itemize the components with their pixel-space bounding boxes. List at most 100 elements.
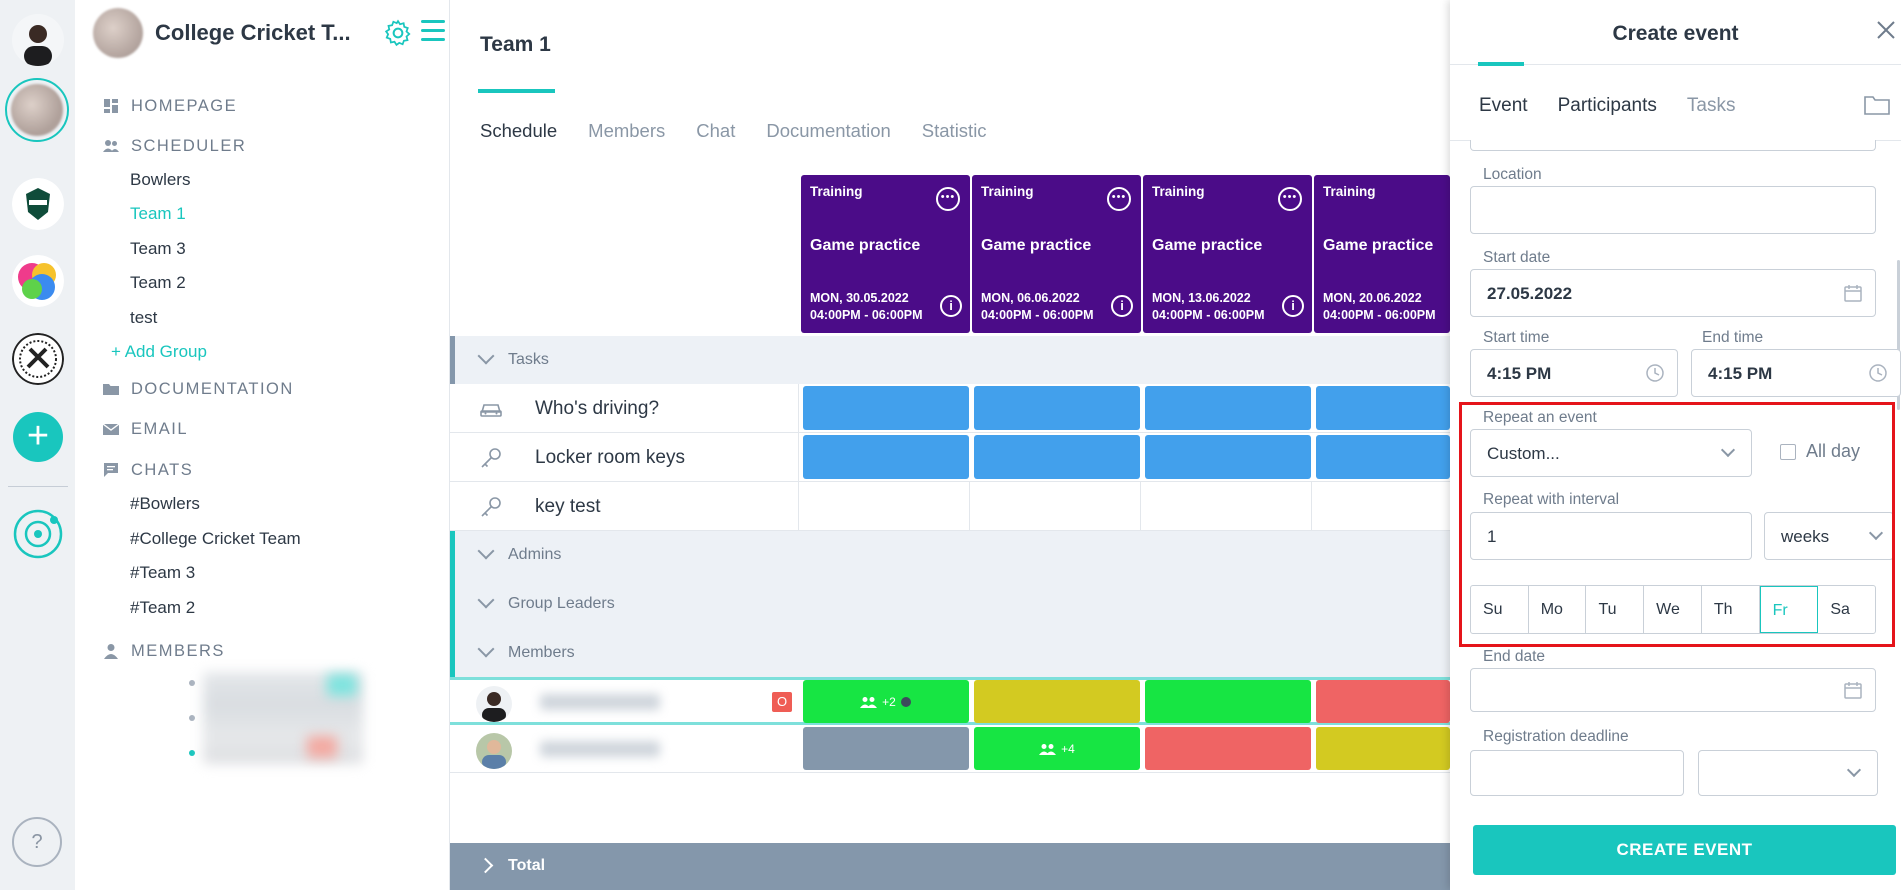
deadline-date-input[interactable]	[1470, 750, 1684, 796]
dashboard-icon	[104, 99, 118, 113]
attendance-cell[interactable]	[1145, 727, 1311, 770]
start-time-input[interactable]: 4:15 PM	[1470, 349, 1678, 397]
attendance-cell[interactable]	[974, 680, 1140, 723]
group-avatar-emblem[interactable]	[12, 333, 64, 385]
tab-members[interactable]: Members	[588, 120, 666, 141]
task-row[interactable]: Locker room keys	[450, 433, 1450, 482]
attendance-cell[interactable]	[803, 727, 969, 770]
chat-item-team-2[interactable]: #Team 2	[130, 598, 196, 617]
end-time-input[interactable]: 4:15 PM	[1691, 349, 1901, 397]
folder-icon[interactable]	[1864, 95, 1890, 115]
nav-documentation[interactable]: DOCUMENTATION	[103, 377, 294, 401]
scrollbar[interactable]	[1897, 260, 1900, 410]
info-icon[interactable]: i	[940, 295, 962, 317]
target-icon[interactable]	[12, 508, 64, 560]
chevron-down-icon[interactable]	[477, 542, 495, 560]
nav-scheduler[interactable]: SCHEDULER	[103, 134, 246, 158]
attendance-cell[interactable]: +4	[974, 727, 1140, 770]
status-badge: O	[772, 692, 792, 712]
hamburger-menu-icon[interactable]	[421, 20, 445, 44]
tab-documentation[interactable]: Documentation	[766, 120, 891, 141]
tab-event[interactable]: Event	[1479, 95, 1528, 116]
event-card[interactable]: Training ••• Game practice MON, 06.06.20…	[972, 175, 1141, 333]
scheduler-item-team-1[interactable]: Team 1	[130, 204, 186, 223]
grid-line	[798, 384, 799, 433]
group-title[interactable]: College Cricket T...	[155, 20, 351, 45]
user-avatar[interactable]	[12, 14, 64, 66]
interval-unit-select[interactable]: weeks	[1764, 512, 1894, 560]
chat-item-team-3[interactable]: #Team 3	[130, 563, 196, 582]
task-cell[interactable]	[1145, 435, 1311, 479]
event-card[interactable]: Training ••• Game practice MON, 30.05.20…	[801, 175, 970, 333]
member-row[interactable]: +4	[450, 725, 1450, 773]
day-tuesday[interactable]: Tu	[1586, 586, 1645, 633]
event-card[interactable]: Training ••• Game practice MON, 13.06.20…	[1143, 175, 1312, 333]
interval-input[interactable]: 1	[1470, 512, 1752, 560]
members-label[interactable]: Members	[508, 644, 575, 661]
nav-email[interactable]: EMAIL	[103, 417, 188, 441]
end-date-input[interactable]	[1470, 668, 1876, 712]
add-group-link[interactable]: + Add Group	[111, 342, 207, 361]
add-group-icon[interactable]: +	[13, 412, 63, 462]
chevron-down-icon[interactable]	[477, 591, 495, 609]
chevron-down-icon	[477, 347, 495, 365]
group-leaders-label[interactable]: Group Leaders	[508, 595, 615, 612]
group-avatar-college-cricket[interactable]	[5, 78, 69, 142]
total-bar[interactable]: Total	[450, 843, 1450, 890]
deadline-time-select[interactable]	[1698, 750, 1878, 796]
attendance-cell[interactable]	[1145, 680, 1311, 723]
task-cell[interactable]	[974, 435, 1140, 479]
tab-tasks[interactable]: Tasks	[1686, 95, 1736, 116]
attendance-cell[interactable]	[1316, 727, 1450, 770]
attendance-cell[interactable]: +2	[803, 680, 969, 723]
task-cell[interactable]	[1145, 386, 1311, 430]
help-icon[interactable]: ?	[12, 817, 62, 867]
scheduler-item-team-3[interactable]: Team 3	[130, 239, 186, 258]
more-options-icon[interactable]: •••	[1107, 187, 1131, 211]
all-day-checkbox[interactable]	[1780, 444, 1796, 460]
chat-item-bowlers[interactable]: #Bowlers	[130, 494, 200, 513]
day-saturday[interactable]: Sa	[1830, 601, 1850, 618]
day-thursday[interactable]: Th	[1702, 586, 1760, 633]
day-friday[interactable]: Fr	[1759, 586, 1819, 633]
day-wednesday[interactable]: We	[1644, 586, 1702, 633]
more-options-icon[interactable]: •••	[1278, 187, 1302, 211]
task-cell[interactable]	[974, 386, 1140, 430]
attendance-cell[interactable]	[1316, 680, 1450, 723]
task-cell[interactable]	[803, 386, 969, 430]
member-row[interactable]: O +2	[450, 677, 1450, 725]
task-cell[interactable]	[1316, 386, 1450, 430]
tasks-band[interactable]: Tasks	[450, 336, 1450, 384]
group-avatar-colorful[interactable]	[12, 255, 64, 307]
chevron-down-icon[interactable]	[477, 640, 495, 658]
event-card[interactable]: Training Game practice MON, 20.06.2022 04…	[1314, 175, 1450, 333]
task-row[interactable]: Who's driving?	[450, 384, 1450, 433]
day-monday[interactable]: Mo	[1529, 586, 1587, 633]
scheduler-item-team-2[interactable]: Team 2	[130, 273, 186, 292]
day-sunday[interactable]: Su	[1471, 586, 1529, 633]
info-icon[interactable]: i	[1282, 295, 1304, 317]
chat-item-college-cricket-team[interactable]: #College Cricket Team	[130, 529, 301, 548]
tab-chat[interactable]: Chat	[696, 120, 736, 141]
nav-homepage[interactable]: HOMEPAGE	[103, 94, 237, 118]
tab-schedule[interactable]: Schedule	[480, 120, 558, 141]
tab-participants[interactable]: Participants	[1557, 95, 1657, 116]
task-cell[interactable]	[803, 435, 969, 479]
task-cell[interactable]	[1316, 435, 1450, 479]
location-input[interactable]	[1470, 186, 1876, 234]
more-options-icon[interactable]: •••	[936, 187, 960, 211]
admins-label[interactable]: Admins	[508, 546, 562, 563]
nav-chats[interactable]: CHATS	[103, 458, 193, 482]
nav-members[interactable]: MEMBERS	[103, 639, 225, 663]
create-event-button[interactable]: CREATE EVENT	[1473, 825, 1896, 875]
scheduler-item-test[interactable]: test	[130, 308, 158, 327]
gear-icon[interactable]	[383, 18, 413, 48]
tab-statistic[interactable]: Statistic	[921, 120, 987, 141]
repeat-select[interactable]: Custom...	[1470, 429, 1752, 477]
start-date-input[interactable]: 27.05.2022	[1470, 269, 1876, 317]
group-avatar-logo[interactable]	[12, 178, 64, 230]
scheduler-item-bowlers[interactable]: Bowlers	[130, 170, 191, 189]
info-icon[interactable]: i	[1111, 295, 1133, 317]
task-row[interactable]: key test	[450, 482, 1450, 531]
close-icon[interactable]	[1874, 18, 1898, 42]
